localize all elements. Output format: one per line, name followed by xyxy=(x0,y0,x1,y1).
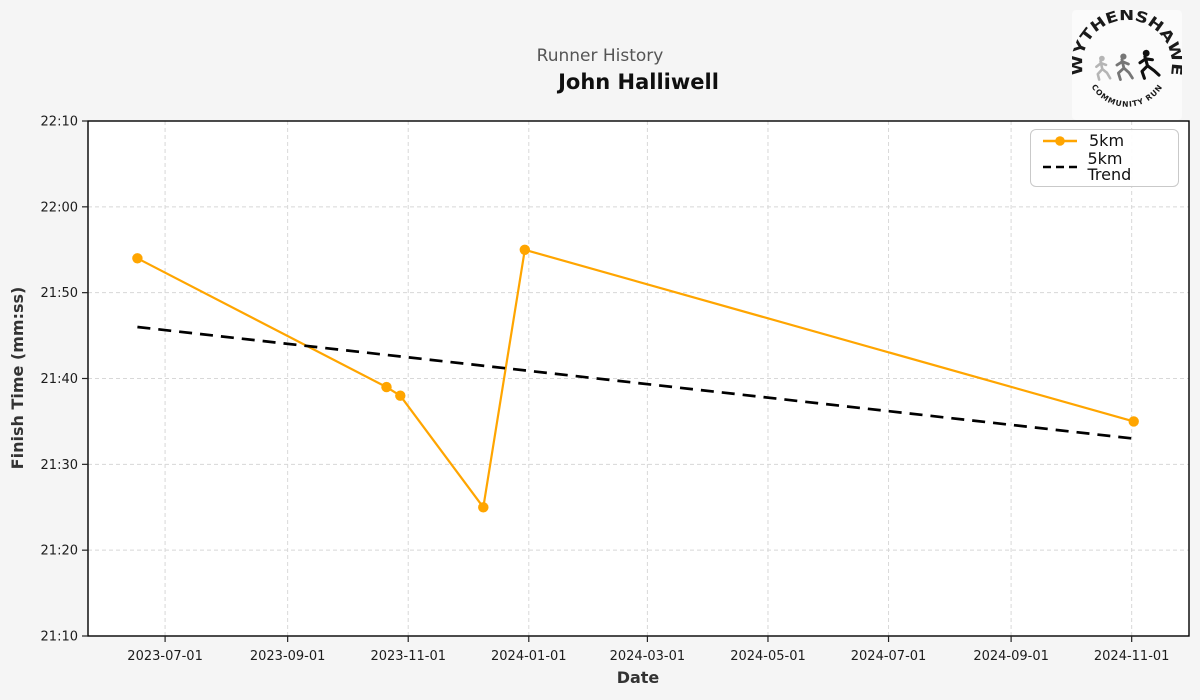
legend-item-5km-trend: 5km Trend xyxy=(1041,148,1168,184)
runner-sprinting-icon xyxy=(1138,49,1161,80)
x-tick-label: 2024-01-01 xyxy=(491,649,567,664)
y-axis-label: Finish Time (mm:ss) xyxy=(8,287,27,470)
runner-jogging-icon xyxy=(1115,53,1134,81)
y-tick-label: 21:40 xyxy=(41,372,78,387)
x-tick-label: 2023-07-01 xyxy=(127,649,203,664)
legend-label-5km: 5km xyxy=(1089,131,1125,151)
data-point-marker xyxy=(132,253,143,264)
logo-background xyxy=(1072,10,1182,120)
x-axis-label: Date xyxy=(617,668,660,687)
y-tick-label: 21:30 xyxy=(41,458,78,473)
y-tick-label: 22:10 xyxy=(41,115,78,130)
data-point-marker xyxy=(1128,416,1139,427)
plot-layers: 2023-07-01 2023-09-01 2023-11-01 2024-01-01… xyxy=(41,115,1190,664)
legend-item-5km: 5km xyxy=(1041,133,1168,149)
legend-5km-line-icon xyxy=(1043,136,1077,147)
y-tick-label: 21:10 xyxy=(41,630,78,645)
chart-suptitle: Runner History xyxy=(536,46,664,66)
x-tick-label: 2024-11-01 xyxy=(1094,649,1170,664)
runner-walking-icon xyxy=(1095,55,1112,81)
x-tick-label: 2024-03-01 xyxy=(610,649,686,664)
legend-trend-line-icon xyxy=(1043,165,1077,168)
data-point-marker xyxy=(478,502,489,513)
x-tick-label: 2023-09-01 xyxy=(250,649,326,664)
y-tick-label: 21:50 xyxy=(41,286,78,301)
chart-title: John Halliwell xyxy=(558,70,719,94)
legend-label-5km-trend: 5km Trend xyxy=(1087,148,1132,184)
x-tick-label: 2024-07-01 xyxy=(851,649,927,664)
x-tick-label: 2024-05-01 xyxy=(730,649,806,664)
x-tick-label: 2024-09-01 xyxy=(973,649,1049,664)
series-line-5km xyxy=(136,248,1134,509)
x-tick-label: 2023-11-01 xyxy=(370,649,446,664)
plot-area xyxy=(88,121,1189,636)
data-point-marker xyxy=(519,244,530,255)
wythenshawe-logo: WYTHENSHAWE COMMUNITY RUN xyxy=(1069,7,1185,120)
y-tick-label: 22:00 xyxy=(41,200,78,215)
data-point-marker xyxy=(381,381,392,393)
y-tick-label: 21:20 xyxy=(41,544,78,559)
data-point-marker xyxy=(395,390,406,401)
legend: 5km 5km Trend xyxy=(1030,129,1179,187)
